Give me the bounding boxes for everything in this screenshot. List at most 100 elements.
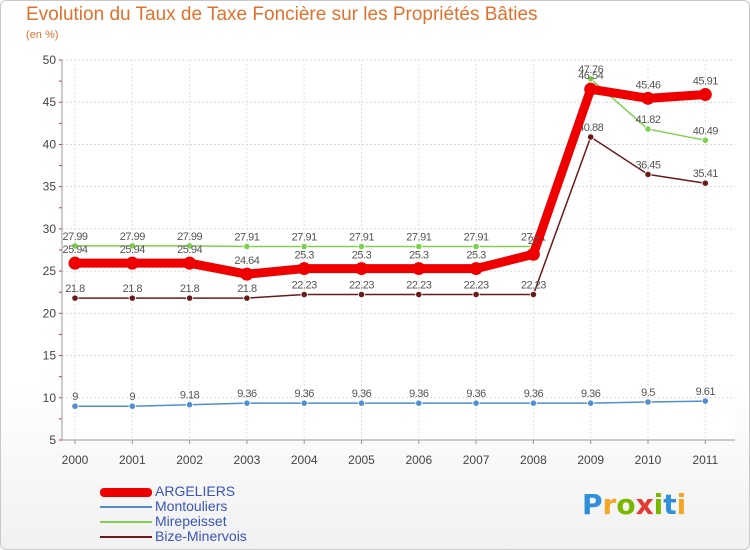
x-tick-label: 2007 [463, 453, 490, 467]
legend-swatch-argeliers [100, 487, 152, 497]
data-label-argeliers: 24.64 [234, 255, 259, 267]
y-tick-label: 15 [43, 349, 57, 363]
data-point-argeliers [125, 256, 139, 270]
data-point-argeliers [698, 88, 712, 102]
data-label-montouliers: 9.61 [696, 386, 716, 398]
y-tick-label: 5 [49, 433, 56, 447]
x-tick-label: 2008 [520, 453, 547, 467]
data-label-bize-minervois: 21.8 [237, 283, 257, 295]
legend-label-mirepeisset: Mirepeisset [155, 513, 227, 529]
data-point-argeliers [526, 247, 540, 261]
legend-swatch-mirepeisset [100, 521, 152, 523]
data-label-mirepeisset: 27.91 [292, 232, 317, 244]
data-label-montouliers: 9 [129, 391, 135, 403]
data-label-mirepeisset: 27.91 [406, 232, 431, 244]
data-point-montouliers [415, 399, 423, 407]
data-label-bize-minervois: 21.8 [65, 283, 85, 295]
series-line-montouliers [74, 400, 707, 407]
data-label-argeliers: 46.54 [578, 70, 603, 82]
data-label-bize-minervois: 36.45 [635, 159, 660, 171]
legend-label-montouliers: Montouliers [155, 498, 228, 514]
legend-label-bize-minervois: Bize-Minervois [155, 528, 247, 544]
data-label-montouliers: 9.36 [237, 388, 257, 400]
data-label-mirepeisset: 27.91 [349, 232, 374, 244]
logo-letter: r [602, 488, 617, 521]
data-point-argeliers [641, 91, 655, 105]
legend-item-mirepeisset: Mirepeisset [100, 513, 330, 529]
data-point-montouliers [472, 399, 480, 407]
data-label-montouliers: 9.36 [466, 388, 486, 400]
logo-letter: i [653, 488, 664, 521]
logo-letter: t [663, 488, 677, 521]
data-point-montouliers [701, 397, 709, 405]
chart-title: Evolution du Taux de Taxe Foncière sur l… [26, 4, 538, 25]
data-point-montouliers [300, 399, 308, 407]
legend-swatch-bize-minervois [100, 536, 152, 538]
data-point-montouliers [243, 399, 251, 407]
chart-legend: ARGELIERS Montouliers Mirepeisset Bize-Mine… [100, 483, 330, 544]
data-point-mirepeisset [300, 242, 308, 251]
data-label-bize-minervois: 21.8 [180, 283, 200, 295]
data-label-bize-minervois: 22.23 [292, 280, 317, 292]
y-tick-label: 10 [43, 391, 57, 405]
data-label-montouliers: 9.5 [641, 387, 655, 399]
data-point-montouliers [529, 399, 538, 407]
data-point-mirepeisset [357, 242, 366, 251]
data-point-bize-minervois [701, 179, 709, 187]
x-tick-label: 2009 [577, 453, 604, 467]
data-label-mirepeisset: 27.91 [234, 232, 259, 244]
x-tick-label: 2011 [692, 453, 718, 467]
y-tick-label: 25 [43, 264, 57, 278]
logo-letter: o [616, 488, 636, 521]
data-label-montouliers: 9.36 [409, 388, 429, 400]
legend-item-montouliers: Montouliers [100, 498, 330, 514]
data-label-argeliers: 25.3 [409, 250, 429, 262]
data-label-bize-minervois: 40.88 [578, 122, 603, 134]
chart-unit: (en %) [26, 29, 59, 41]
data-point-mirepeisset [701, 136, 709, 144]
data-point-montouliers [128, 402, 136, 410]
x-tick-label: 2002 [176, 453, 203, 467]
data-point-argeliers [469, 262, 483, 276]
data-point-montouliers [644, 398, 652, 406]
data-point-bize-minervois [357, 290, 366, 299]
data-point-mirepeisset [243, 242, 251, 251]
y-tick-label: 30 [43, 222, 57, 236]
data-point-mirepeisset [186, 242, 194, 250]
data-label-bize-minervois: 22.23 [349, 280, 374, 292]
data-label-mirepeisset: 47.76 [578, 64, 603, 76]
data-point-bize-minervois [415, 290, 423, 299]
logo-letter: x [635, 488, 654, 521]
data-point-argeliers [68, 256, 82, 270]
y-tick-label: 20 [43, 306, 57, 320]
data-label-argeliers: 25.3 [466, 250, 486, 262]
x-tick-label: 2004 [291, 453, 318, 467]
data-label-montouliers: 9.36 [524, 388, 544, 400]
data-label-montouliers: 9.36 [581, 388, 601, 400]
y-tick-label: 35 [43, 180, 57, 194]
x-tick-label: 2001 [119, 453, 146, 467]
series-line-argeliers [70, 84, 710, 279]
data-point-montouliers [186, 401, 194, 409]
y-tick-label: 50 [43, 53, 57, 67]
y-tick-label: 40 [43, 137, 57, 151]
y-tick-label: 45 [43, 95, 57, 109]
data-label-argeliers: 25.94 [62, 244, 87, 256]
data-point-argeliers [297, 262, 311, 276]
x-tick-label: 2003 [234, 453, 261, 467]
data-label-argeliers: 25.94 [120, 244, 145, 256]
data-point-mirepeisset [644, 125, 652, 133]
data-label-bize-minervois: 35.41 [693, 168, 718, 180]
data-point-montouliers [357, 399, 366, 407]
data-label-bize-minervois: 21.8 [123, 283, 143, 295]
data-label-mirepeisset: 27.99 [177, 231, 202, 243]
data-point-mirepeisset [472, 242, 480, 251]
data-label-bize-minervois: 22.23 [521, 280, 546, 292]
data-point-bize-minervois [186, 294, 194, 302]
data-label-montouliers: 9 [72, 391, 78, 403]
x-tick-label: 2010 [635, 453, 662, 467]
legend-item-bize-minervois: Bize-Minervois [100, 528, 330, 544]
data-label-montouliers: 9.36 [294, 388, 314, 400]
data-label-bize-minervois: 22.23 [406, 280, 431, 292]
legend-label-argeliers: ARGELIERS [155, 483, 236, 499]
